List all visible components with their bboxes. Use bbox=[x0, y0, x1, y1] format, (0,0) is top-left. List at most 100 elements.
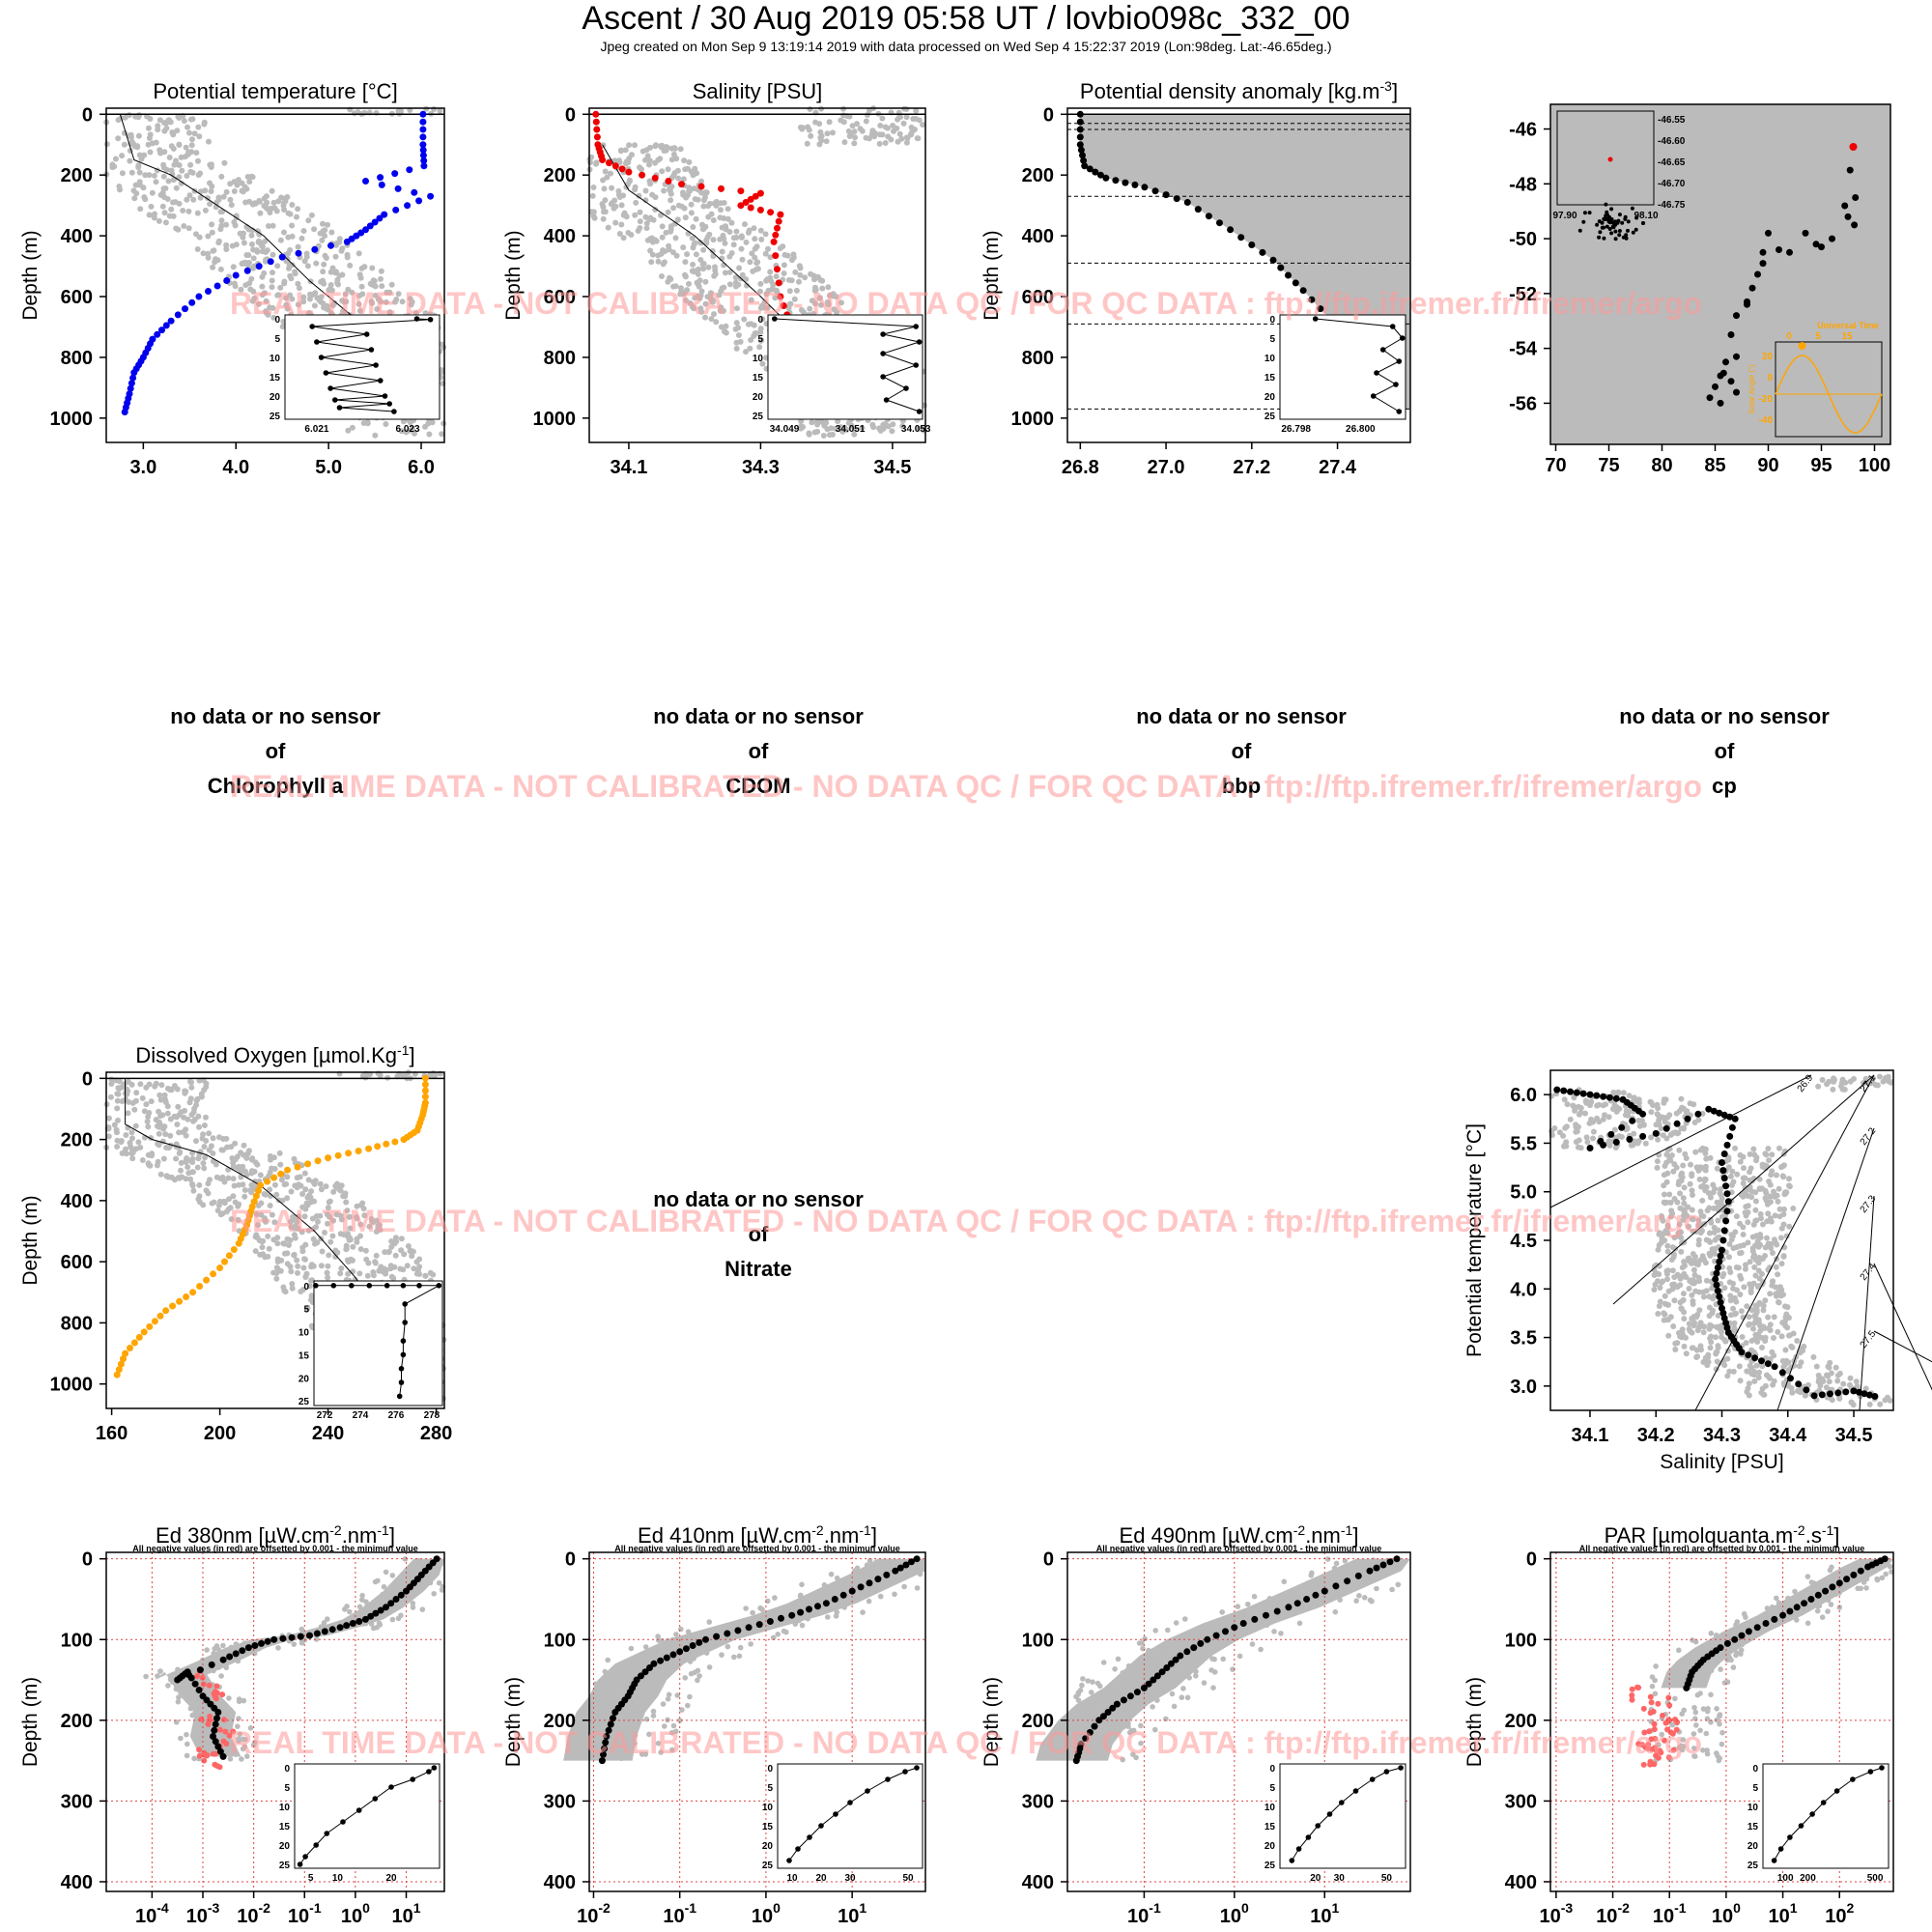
inset-trajectory-point bbox=[1634, 227, 1638, 232]
x-tick-label: 3.0 bbox=[129, 457, 156, 478]
historical-point bbox=[1780, 1253, 1787, 1260]
historical-point bbox=[1753, 1154, 1760, 1161]
inset-point bbox=[324, 1831, 330, 1836]
ts-point bbox=[1629, 1117, 1636, 1124]
historical-point bbox=[409, 298, 415, 305]
historical-point bbox=[711, 272, 718, 279]
historical-point bbox=[1670, 1323, 1677, 1329]
historical-point bbox=[1782, 1190, 1789, 1197]
historical-point bbox=[194, 210, 201, 216]
historical-point bbox=[1660, 1132, 1666, 1139]
ts-point bbox=[1803, 1386, 1810, 1394]
historical-point bbox=[1721, 1337, 1728, 1344]
profile-point bbox=[188, 298, 196, 306]
profile-point bbox=[219, 1752, 227, 1760]
historical-point bbox=[282, 198, 289, 205]
historical-point bbox=[800, 125, 807, 131]
historical-point bbox=[1741, 1284, 1747, 1291]
inset-frame bbox=[767, 314, 923, 420]
historical-point bbox=[833, 1613, 839, 1619]
profile-point bbox=[1112, 177, 1120, 185]
historical-point bbox=[135, 164, 142, 171]
inset-point bbox=[426, 1769, 432, 1775]
negative-value-point bbox=[216, 1726, 223, 1733]
historical-point bbox=[668, 276, 674, 282]
profile-point bbox=[415, 197, 423, 205]
historical-point bbox=[759, 1606, 765, 1612]
historical-point bbox=[1745, 1385, 1751, 1392]
profile-point bbox=[737, 187, 745, 195]
profile-point bbox=[306, 1632, 313, 1639]
historical-point bbox=[186, 129, 192, 136]
inset-point bbox=[400, 1351, 407, 1358]
historical-point bbox=[1775, 1271, 1781, 1278]
historical-point bbox=[202, 207, 209, 213]
x-tick-base: 34.1 bbox=[610, 457, 647, 478]
historical-point bbox=[1747, 1151, 1753, 1157]
historical-point bbox=[133, 190, 140, 197]
historical-point bbox=[259, 248, 266, 255]
historical-point bbox=[146, 1081, 153, 1088]
historical-point bbox=[1752, 1207, 1759, 1213]
inset-trajectory-point bbox=[1621, 235, 1626, 240]
historical-point bbox=[225, 1175, 232, 1181]
profile-point bbox=[345, 1150, 353, 1157]
historical-point bbox=[673, 156, 680, 162]
sun-inset-y-tick: -20 bbox=[1759, 394, 1774, 405]
historical-point bbox=[1683, 1155, 1690, 1161]
historical-point bbox=[266, 1245, 272, 1252]
historical-point bbox=[1656, 1117, 1662, 1123]
historical-point bbox=[246, 179, 253, 185]
ts-point bbox=[1717, 1252, 1724, 1260]
inset-point bbox=[402, 1320, 409, 1325]
historical-point bbox=[298, 235, 305, 242]
historical-point bbox=[149, 1151, 156, 1157]
historical-point bbox=[322, 233, 328, 240]
historical-point bbox=[321, 1620, 327, 1626]
inset-point bbox=[396, 1393, 403, 1400]
inset-frame bbox=[294, 1763, 440, 1869]
historical-point bbox=[1757, 1186, 1763, 1192]
y-tick-label: 0 bbox=[1043, 104, 1054, 126]
historical-point bbox=[1656, 1303, 1662, 1309]
negative-value-point bbox=[206, 1682, 213, 1689]
y-tick-label: -56 bbox=[1509, 393, 1537, 414]
ts-point bbox=[1871, 1393, 1879, 1400]
historical-point bbox=[647, 144, 653, 151]
historical-point bbox=[1733, 1264, 1740, 1270]
historical-point bbox=[1657, 1285, 1663, 1291]
historical-point bbox=[408, 1572, 413, 1577]
historical-point bbox=[857, 126, 864, 132]
historical-point bbox=[280, 1240, 287, 1247]
historical-point bbox=[797, 271, 804, 278]
historical-point bbox=[668, 228, 674, 235]
inset-y-tick-label: 15 bbox=[753, 373, 764, 384]
historical-point bbox=[128, 169, 135, 176]
historical-point bbox=[203, 1084, 210, 1091]
historical-point bbox=[173, 1155, 180, 1162]
historical-point bbox=[622, 147, 629, 154]
historical-point bbox=[1686, 1258, 1692, 1264]
historical-point bbox=[1815, 1083, 1822, 1090]
profile-point bbox=[1216, 219, 1223, 227]
historical-point bbox=[615, 187, 622, 194]
ts-point bbox=[1795, 1380, 1803, 1388]
historical-point bbox=[1694, 1262, 1701, 1268]
historical-point bbox=[772, 295, 779, 301]
historical-point bbox=[356, 271, 363, 278]
inset-x-tick-label: 98.10 bbox=[1634, 211, 1658, 221]
historical-point bbox=[364, 1272, 371, 1279]
trajectory-point bbox=[1733, 388, 1740, 396]
historical-point bbox=[1692, 1288, 1699, 1294]
historical-point bbox=[190, 1169, 196, 1176]
historical-point bbox=[804, 140, 810, 147]
historical-point bbox=[276, 1150, 283, 1156]
historical-point bbox=[1756, 1233, 1763, 1239]
historical-point bbox=[706, 1664, 713, 1670]
inset-x-tick-label: 34.049 bbox=[770, 424, 800, 435]
historical-point bbox=[614, 1677, 621, 1683]
x-tick-base: 10 bbox=[341, 1906, 362, 1927]
historical-point bbox=[248, 232, 255, 239]
historical-point bbox=[807, 305, 813, 312]
historical-point bbox=[1780, 1363, 1787, 1370]
